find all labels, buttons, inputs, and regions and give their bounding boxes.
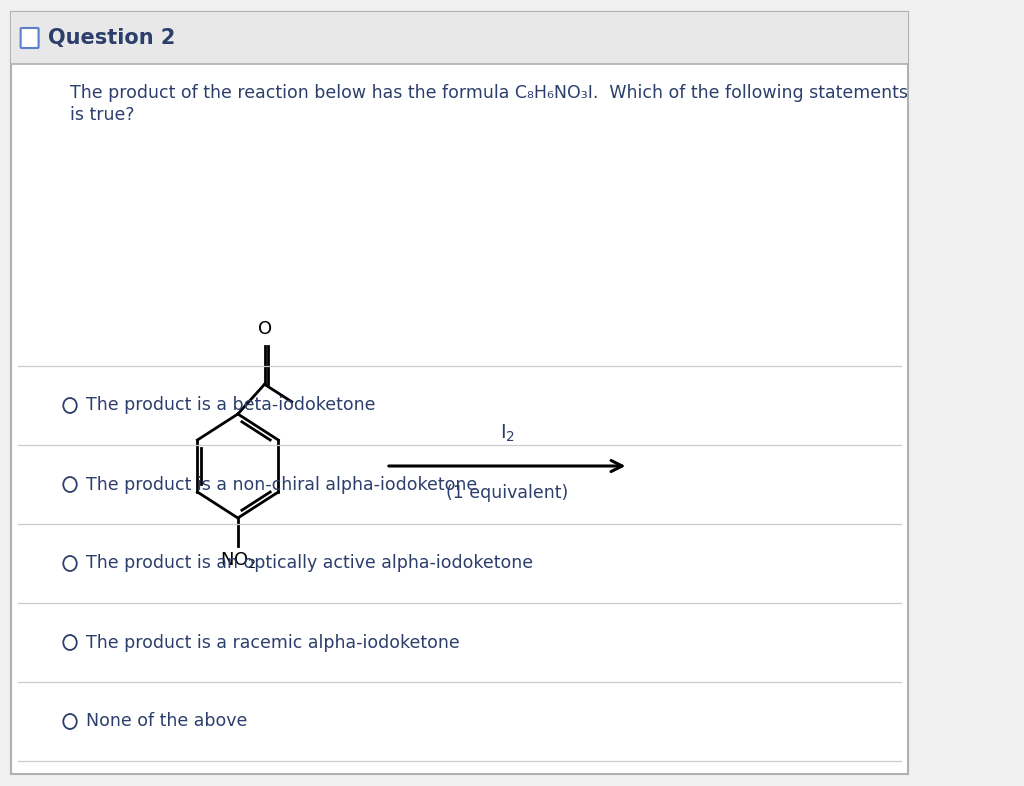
FancyBboxPatch shape: [11, 12, 908, 64]
Text: The product is a non-chiral alpha-iodoketone: The product is a non-chiral alpha-iodoke…: [86, 476, 477, 494]
Text: I$_2$: I$_2$: [500, 423, 515, 444]
Text: The product is a racemic alpha-iodoketone: The product is a racemic alpha-iodoketon…: [86, 634, 460, 652]
Text: The product of the reaction below has the formula C₈H₆NO₃I.  Which of the follow: The product of the reaction below has th…: [70, 84, 908, 102]
FancyBboxPatch shape: [20, 28, 39, 48]
Text: None of the above: None of the above: [86, 712, 248, 730]
Text: O: O: [258, 321, 272, 338]
Text: Question 2: Question 2: [48, 28, 176, 48]
Text: NO$_2$: NO$_2$: [219, 550, 256, 570]
Text: The product is an optically active alpha-iodoketone: The product is an optically active alpha…: [86, 554, 534, 572]
Text: (1 equivalent): (1 equivalent): [446, 484, 568, 502]
Text: is true?: is true?: [70, 106, 134, 124]
FancyBboxPatch shape: [11, 12, 908, 774]
Text: The product is a beta-iodoketone: The product is a beta-iodoketone: [86, 396, 376, 414]
